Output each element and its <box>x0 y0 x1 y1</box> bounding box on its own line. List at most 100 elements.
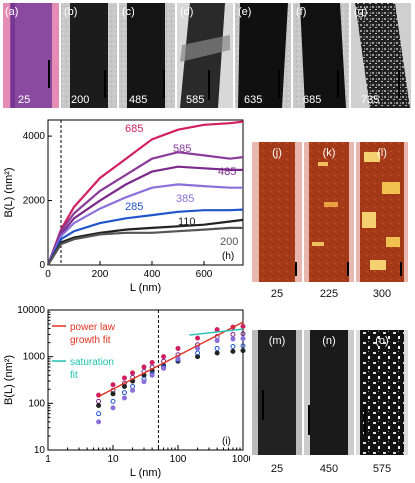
micrograph-g-letter: (g) <box>354 6 367 18</box>
micrograph-b <box>61 3 117 108</box>
micrograph-b-letter: (b) <box>64 6 77 18</box>
data-point-i <box>214 327 220 333</box>
top-micrograph-row: (a) 25 (b) 200 (c) 485 (d) 585 (e) 635 (… <box>3 3 411 108</box>
micrograph-b-value: 200 <box>71 94 89 106</box>
data-point-i <box>240 331 246 337</box>
micrograph-c-value: 485 <box>129 94 147 106</box>
series-line-200 <box>47 226 243 266</box>
micrograph-k <box>304 142 354 282</box>
y-tick-label-h: 2000 <box>23 196 46 207</box>
micrograph-a-letter: (a) <box>5 6 18 18</box>
data-point-i <box>161 354 167 360</box>
data-point-i <box>141 379 147 385</box>
y-axis-label-i: B(L) (nm²) <box>3 355 15 405</box>
micrograph-l <box>356 142 408 282</box>
data-point-i <box>240 348 246 354</box>
legend-text-power-law: power law <box>70 322 116 333</box>
series-label-385: 385 <box>176 193 194 205</box>
series-label-110: 110 <box>178 216 196 228</box>
micrograph-d <box>177 3 233 108</box>
data-point-i <box>240 336 246 342</box>
series-line-485 <box>46 165 243 266</box>
panel-label-h: (h) <box>222 251 234 262</box>
data-point-i <box>214 345 220 351</box>
chart-h: 0 200 400 600 0 2000 4000 685 585 485 385 285 110 200… <box>3 119 244 294</box>
data-point-i <box>195 350 201 356</box>
legend-text-fit: fit <box>70 370 78 381</box>
series-label-485: 485 <box>218 166 236 178</box>
series-label-685: 685 <box>125 123 143 135</box>
micrograph-j-value: 25 <box>271 288 283 300</box>
x-tick-label-i: 1 <box>45 454 51 465</box>
side-panels-jkl: (j) (k) (l) 25 225 300 <box>252 142 408 300</box>
y-axis-label-h: B(L) (nm²) <box>3 167 15 217</box>
data-point-i <box>230 348 236 354</box>
micrograph-e-letter: (e) <box>238 6 251 18</box>
data-point-i <box>175 345 181 351</box>
y-tick-label-i: 100 <box>28 398 45 409</box>
micrograph-e-value: 635 <box>244 94 262 106</box>
y-tick-label-h: 4000 <box>23 131 46 142</box>
micrograph-n <box>304 330 354 455</box>
data-point-i <box>130 370 136 376</box>
micrograph-a-value: 25 <box>18 94 30 106</box>
data-point-i <box>96 411 102 417</box>
data-point-i <box>149 372 155 378</box>
micrograph-f-letter: (f) <box>296 6 306 18</box>
micrograph-o-value: 575 <box>373 463 391 475</box>
data-point-i <box>130 387 136 393</box>
series-line-685 <box>46 120 244 266</box>
micrograph-a <box>3 3 59 108</box>
saturation-fit-line <box>189 328 244 336</box>
micrograph-g <box>351 3 411 108</box>
micrograph-e <box>235 3 291 108</box>
micrograph-g-value: 735 <box>361 94 379 106</box>
data-point-i <box>149 359 155 365</box>
series-line-285 <box>47 208 244 266</box>
micrograph-m-value: 25 <box>271 463 283 475</box>
micrograph-o <box>356 330 408 455</box>
y-tick-label-i: 1000 <box>23 352 46 363</box>
data-point-i <box>240 323 246 329</box>
micrograph-l-value: 300 <box>373 288 391 300</box>
x-tick-label-h: 400 <box>144 269 161 280</box>
micrograph-d-letter: (d) <box>180 6 193 18</box>
data-point-i <box>121 395 127 401</box>
micrograph-f <box>293 3 349 108</box>
data-point-i <box>214 350 220 356</box>
data-point-i <box>230 336 236 342</box>
x-tick-label-i: 10 <box>107 454 119 465</box>
x-tick-label-i: 1000 <box>232 454 250 465</box>
legend-text-saturation: saturation <box>70 357 114 368</box>
y-tick-label-i: 10 <box>34 445 46 456</box>
data-point-i <box>96 419 102 425</box>
micrograph-j <box>252 142 302 282</box>
micrograph-c-letter: (c) <box>122 6 135 18</box>
x-tick-label-h: 0 <box>45 269 51 280</box>
x-tick-label-h: 600 <box>196 269 213 280</box>
data-point-i <box>110 382 116 388</box>
micrograph-c <box>119 3 175 108</box>
micrograph-j-letter: (j) <box>272 147 282 159</box>
micrograph-n-value: 450 <box>320 463 338 475</box>
micrograph-k-value: 225 <box>320 288 338 300</box>
power-law-fit-line <box>98 321 244 398</box>
data-point-i <box>195 345 201 351</box>
x-tick-label-i: 100 <box>170 454 187 465</box>
series-label-285: 285 <box>125 201 143 213</box>
data-point-i <box>214 338 220 344</box>
data-point-i <box>110 405 116 411</box>
data-point-i <box>161 365 167 371</box>
series-line-585 <box>46 151 244 266</box>
side-panels-mno: (m) (n) (o) 25 450 575 <box>252 330 408 475</box>
x-axis-label-i: L (nm) <box>130 467 161 479</box>
data-point-i <box>121 375 127 381</box>
plot-frame-h <box>47 119 244 266</box>
series-line-110 <box>47 218 244 266</box>
data-point-i <box>195 335 201 341</box>
data-point-i <box>121 390 127 396</box>
data-point-i <box>240 343 246 349</box>
data-point-i <box>230 331 236 337</box>
y-tick-label-i: 10000 <box>17 305 45 316</box>
micrograph-n-letter: (n) <box>322 335 335 347</box>
